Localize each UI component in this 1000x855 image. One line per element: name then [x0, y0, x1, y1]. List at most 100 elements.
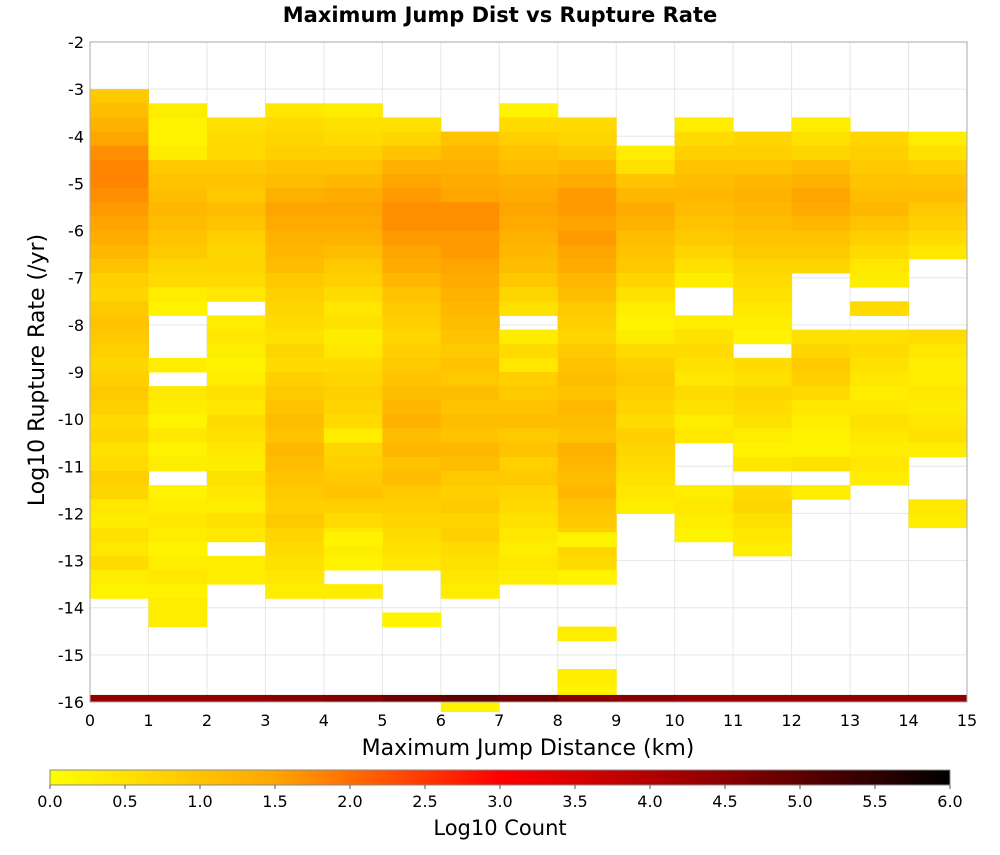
- heatmap-cell: [557, 174, 617, 189]
- heatmap-cell: [90, 456, 149, 472]
- heatmap-cell: [148, 188, 208, 203]
- x-tick-label: 11: [723, 711, 743, 730]
- heatmap-cell: [265, 301, 325, 316]
- heatmap-cell: [616, 343, 676, 359]
- bottom-band-cell: [323, 694, 383, 702]
- heatmap-cell: [908, 131, 968, 147]
- colorbar-tick-label: 1.5: [262, 792, 287, 811]
- heatmap-cell: [90, 159, 149, 175]
- heatmap-cell: [674, 230, 734, 246]
- heatmap-cell: [674, 131, 734, 147]
- heatmap-cell: [323, 244, 383, 260]
- heatmap-cell: [323, 357, 383, 373]
- heatmap-cell: [265, 428, 325, 444]
- heatmap-cell: [382, 174, 442, 189]
- heatmap-cell: [382, 541, 442, 557]
- heatmap-cell: [90, 273, 149, 288]
- y-tick-label: -3: [68, 80, 84, 99]
- colorbar-tick-label: 0.0: [37, 792, 62, 811]
- heatmap-cell: [908, 216, 968, 232]
- heatmap-cell: [206, 456, 266, 472]
- heatmap-cell: [265, 372, 325, 387]
- heatmap-cell: [382, 273, 442, 288]
- heatmap-cell: [850, 230, 910, 246]
- heatmap-cell: [206, 485, 266, 500]
- heatmap-cell: [674, 513, 734, 529]
- x-tick-label: 3: [260, 711, 270, 730]
- heatmap-cell: [148, 230, 208, 246]
- heatmap-cell: [206, 159, 266, 175]
- heatmap-cell: [791, 386, 851, 401]
- heatmap-cell: [557, 499, 617, 514]
- heatmap-cell: [148, 357, 208, 373]
- heatmap-cell: [206, 400, 266, 415]
- bottom-band-cell: [850, 694, 910, 702]
- heatmap-cell: [674, 527, 734, 543]
- heatmap-cell: [557, 555, 617, 571]
- heatmap-cell: [733, 386, 793, 401]
- heatmap-cell: [323, 159, 383, 175]
- heatmap-cell: [850, 343, 910, 359]
- heatmap-cell: [908, 202, 968, 217]
- heatmap-cell: [791, 357, 851, 373]
- colorbar-tick-label: 0.5: [112, 792, 137, 811]
- heatmap-cell: [90, 216, 149, 232]
- heatmap-cell: [206, 315, 266, 331]
- bottom-band-cell: [382, 694, 442, 702]
- heatmap-cell: [323, 584, 383, 599]
- heatmap-cell: [265, 513, 325, 529]
- heatmap-cell: [382, 485, 442, 500]
- heatmap-cell: [206, 202, 266, 217]
- colorbar-tick-label: 5.5: [862, 792, 887, 811]
- heatmap-cell: [323, 315, 383, 331]
- heatmap-cell: [323, 174, 383, 189]
- heatmap-cell: [850, 428, 910, 444]
- heatmap-cell: [265, 244, 325, 260]
- heatmap-cell: [90, 188, 149, 203]
- heatmap-cell: [616, 471, 676, 486]
- colorbar-tick-label: 3.5: [562, 792, 587, 811]
- heatmap-cell: [674, 216, 734, 232]
- heatmap-cell: [616, 329, 676, 345]
- heatmap-cell: [323, 513, 383, 529]
- x-tick-label: 9: [611, 711, 621, 730]
- heatmap-cell: [557, 343, 617, 359]
- heatmap-cell: [850, 456, 910, 472]
- heatmap-cell: [850, 357, 910, 373]
- heatmap-cell: [323, 258, 383, 274]
- heatmap-cell: [616, 499, 676, 514]
- chart-title: Maximum Jump Dist vs Rupture Rate: [283, 3, 717, 27]
- heatmap-cell: [90, 527, 149, 543]
- heatmap-cell: [148, 442, 208, 458]
- heatmap-cell: [440, 485, 500, 500]
- heatmap-cell: [206, 174, 266, 189]
- heatmap-cell: [265, 188, 325, 203]
- heatmap-cell: [265, 103, 325, 118]
- heatmap-cell: [499, 527, 559, 543]
- y-tick-label: -16: [58, 693, 84, 712]
- heatmap-cell: [674, 499, 734, 514]
- heatmap-cell: [850, 145, 910, 161]
- heatmap-cell: [382, 428, 442, 444]
- heatmap-cell: [499, 202, 559, 217]
- heatmap-cell: [557, 456, 617, 472]
- heatmap-cell: [733, 499, 793, 514]
- heatmap-cell: [206, 499, 266, 514]
- heatmap-cell: [206, 258, 266, 274]
- heatmap-cell: [323, 555, 383, 571]
- bottom-band-cell: [440, 694, 500, 702]
- heatmap-cell: [674, 343, 734, 359]
- heatmap-cell: [382, 527, 442, 543]
- heatmap-cell: [908, 174, 968, 189]
- heatmap-cell: [850, 216, 910, 232]
- heatmap-cell: [148, 456, 208, 472]
- heatmap-cell: [265, 485, 325, 500]
- heatmap-cell: [791, 202, 851, 217]
- heatmap-cell: [908, 230, 968, 246]
- heatmap-cell: [90, 174, 149, 189]
- colorbar-tick-label: 6.0: [937, 792, 962, 811]
- heatmap-cell: [148, 584, 208, 599]
- heatmap-cell: [265, 117, 325, 133]
- heatmap-cell: [616, 485, 676, 500]
- heatmap-cell: [733, 541, 793, 557]
